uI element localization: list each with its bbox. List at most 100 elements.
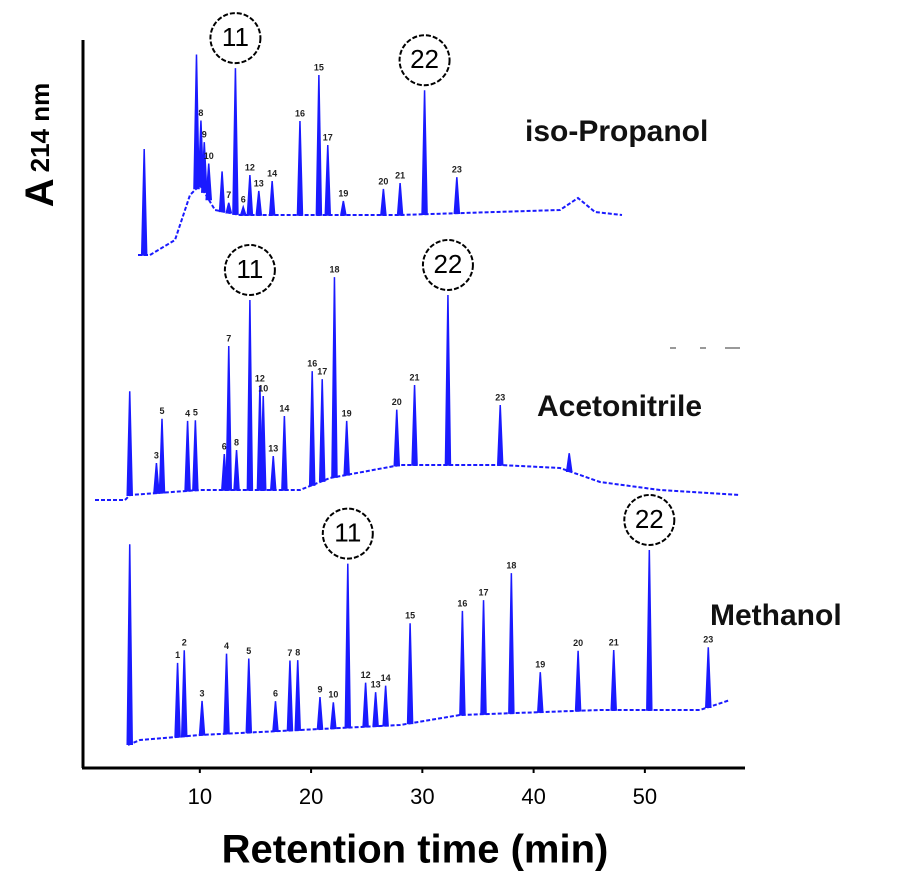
- peak-label: 16: [307, 358, 317, 368]
- peak: [180, 650, 188, 738]
- peak: [272, 701, 279, 732]
- peak: [339, 200, 347, 216]
- peak-label: 4: [224, 641, 229, 651]
- peak: [225, 345, 233, 491]
- peak: [126, 544, 133, 746]
- peak-label: 20: [573, 638, 583, 648]
- peak-label: 20: [392, 397, 402, 407]
- peak: [174, 662, 181, 738]
- peak-label: 12: [361, 670, 371, 680]
- peak: [382, 685, 389, 727]
- peak: [205, 163, 213, 201]
- peak: [324, 144, 332, 216]
- peak-label: 13: [371, 680, 381, 690]
- annotation-circle: [321, 507, 374, 560]
- peak: [184, 420, 191, 492]
- peak-label: 12: [245, 162, 255, 172]
- x-tick-label: 30: [410, 784, 434, 809]
- peak-label: 10: [204, 151, 214, 161]
- peak: [318, 379, 326, 482]
- peak: [286, 660, 294, 732]
- peak-label: 3: [154, 450, 159, 460]
- peak-label: 8: [295, 647, 300, 657]
- peak-label: 10: [328, 690, 338, 700]
- peak-label: 9: [317, 684, 322, 694]
- peak-label: 8: [198, 108, 203, 118]
- peak: [496, 404, 504, 466]
- baseline: [95, 464, 741, 501]
- peak: [459, 610, 466, 716]
- peak: [218, 171, 226, 213]
- peak-label: 16: [457, 598, 467, 608]
- peak-label: 14: [381, 673, 391, 683]
- annotation: 22: [433, 249, 462, 279]
- peak: [225, 202, 233, 214]
- peak-label: 17: [323, 132, 333, 142]
- peak-label: 23: [452, 165, 462, 175]
- peak: [646, 549, 653, 711]
- peak-label: 19: [342, 408, 352, 418]
- peak: [536, 672, 544, 713]
- peak-label: 13: [254, 178, 264, 188]
- peak: [380, 188, 387, 216]
- peak: [233, 449, 240, 491]
- peak-label: 9: [202, 129, 207, 139]
- peak: [126, 391, 133, 497]
- peak-label: 7: [226, 333, 231, 343]
- peak-label: 17: [479, 588, 489, 598]
- annotation: 11: [222, 22, 249, 52]
- peak-label: 15: [314, 62, 324, 72]
- peak: [245, 658, 253, 734]
- peak: [444, 294, 452, 466]
- peak-label: 4: [185, 408, 190, 418]
- peak: [344, 563, 352, 729]
- peak: [294, 660, 302, 731]
- peak-label: 5: [159, 406, 164, 416]
- peak: [705, 647, 712, 708]
- series-name: Acetonitrile: [537, 390, 702, 423]
- peak: [232, 68, 239, 215]
- peak: [343, 420, 350, 476]
- peak-label: 7: [287, 648, 292, 658]
- peak: [246, 174, 254, 216]
- peak: [331, 277, 338, 478]
- x-axis-label: Retention time (min): [222, 828, 609, 872]
- peak-label: 8: [234, 437, 239, 447]
- annotation: 11: [334, 517, 361, 547]
- peak-label: 23: [495, 392, 505, 402]
- peak-label: 6: [241, 194, 246, 204]
- peak: [316, 696, 324, 730]
- annotation: 22: [410, 44, 439, 74]
- peak-label: 14: [267, 168, 277, 178]
- x-tick-label: 40: [521, 784, 545, 809]
- peak: [259, 395, 267, 491]
- x-tick-label: 20: [299, 784, 323, 809]
- peak-label: 6: [222, 441, 227, 451]
- peak: [308, 371, 316, 486]
- peak-label: 21: [609, 637, 619, 647]
- peak-label: 5: [193, 408, 198, 418]
- peak: [406, 623, 414, 725]
- peak: [158, 418, 166, 494]
- peak-label: 5: [246, 646, 251, 656]
- peak-label: 17: [317, 366, 327, 376]
- y-axis-label: A 214 nm: [18, 83, 62, 208]
- peak: [480, 600, 487, 715]
- y-axis-label-sub: 214 nm: [25, 83, 55, 173]
- peak-label: 2: [182, 638, 187, 648]
- peak-label: 19: [535, 660, 545, 670]
- peak: [223, 653, 230, 735]
- series-name: Methanol: [710, 599, 842, 632]
- baseline: [127, 699, 731, 746]
- peak: [362, 682, 369, 728]
- annotation: 11: [236, 254, 263, 284]
- peak-label: 10: [258, 383, 268, 393]
- peak-label: 16: [295, 108, 305, 118]
- peak: [610, 649, 617, 711]
- peak: [193, 54, 200, 190]
- peak-label: 18: [506, 561, 516, 571]
